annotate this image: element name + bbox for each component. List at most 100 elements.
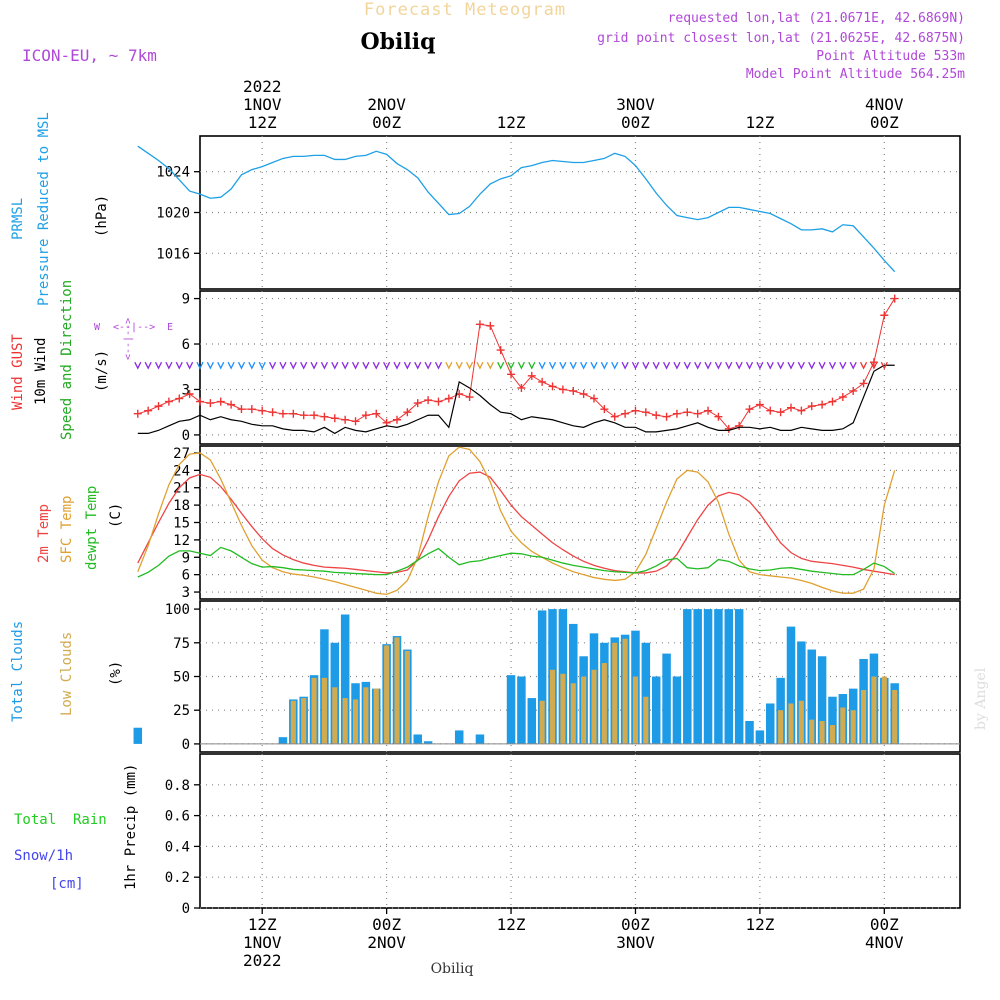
top-time-label: 00Z (621, 113, 650, 132)
y-tick-label: 25 (173, 703, 190, 719)
wind-direction-arrow (569, 361, 577, 370)
top-time-label: 4NOV (865, 95, 904, 114)
gust-marker (247, 405, 256, 414)
total-cloud-bar (693, 609, 702, 744)
wind-direction-arrow (704, 361, 712, 370)
wind-direction-arrow (134, 361, 142, 370)
temp2m-line (137, 471, 895, 576)
wind-direction-arrow (196, 361, 204, 370)
credit-watermark: by Angel (973, 667, 989, 730)
wind-direction-arrow (870, 361, 878, 370)
wind-direction-arrow (217, 361, 225, 370)
gust-marker (330, 414, 339, 423)
gust-marker (206, 399, 215, 408)
total-cloud-bar (537, 610, 547, 744)
wind-direction-arrow (611, 361, 619, 370)
y-tick-label: 9 (182, 550, 190, 566)
wind-direction-arrow (300, 361, 308, 370)
wind-direction-arrow (351, 361, 360, 370)
y-tick-label: 50 (173, 670, 190, 686)
wind-direction-arrow (548, 361, 557, 370)
low-cloud-bar (384, 645, 390, 744)
compass-horizontal: <--|--> (113, 322, 155, 333)
precip-axis-label: 1hr Precip (mm) (123, 764, 139, 890)
y-tick-label: 0.8 (165, 778, 190, 794)
total-cloud-bar (517, 676, 526, 744)
temp-labels: 2m Temp SFC Temp dewpt Temp (C) (36, 486, 124, 570)
wind-direction-arrow (766, 361, 774, 370)
prmsl-unit: (hPa) (94, 195, 110, 237)
gust-marker (144, 406, 153, 415)
y-tick-label: 1016 (156, 246, 190, 262)
gust-marker (828, 397, 837, 406)
gust-marker (610, 412, 619, 421)
gust-marker (704, 406, 713, 415)
wind-direction-arrow (818, 361, 826, 370)
total-cloud-bar (817, 656, 827, 744)
y-tick-label: 3 (182, 585, 190, 601)
top-time-label: 3NOV (616, 95, 655, 114)
wind-direction-arrow (424, 361, 432, 370)
gust-marker (735, 421, 744, 430)
low-cloud-bar (829, 725, 836, 744)
wind-direction-arrow (787, 361, 795, 370)
gust-marker (859, 379, 868, 388)
gust-marker (465, 393, 474, 402)
gust-marker (175, 394, 184, 403)
gust-marker (196, 397, 204, 406)
gust-marker (185, 390, 194, 399)
wind-direction-arrow (797, 361, 805, 370)
gust-marker (527, 371, 536, 380)
low-cloud-bar (332, 687, 338, 744)
gust-marker (341, 415, 350, 424)
gust-marker (299, 411, 308, 420)
top-time-label: 00Z (870, 113, 899, 132)
pressure-labels: PRMSL Pressure Reduced to MSL (hPa) (10, 112, 110, 306)
bottom-time-label: 00Z (372, 915, 401, 934)
bottom-time-label: 1NOV (243, 933, 282, 952)
gust-marker (392, 415, 401, 424)
wind10-label: 10m Wind (33, 338, 49, 405)
gust-marker (755, 400, 764, 409)
gust-marker (569, 386, 578, 395)
gust-marker (600, 405, 609, 414)
wind-direction-arrow (808, 361, 816, 370)
y-tick-label: 0 (182, 901, 190, 917)
wind-direction-arrow (590, 361, 598, 370)
low-cloud-bar (892, 689, 898, 744)
y-tick-label: 0.4 (165, 839, 190, 855)
prmsl-label: PRMSL (10, 198, 26, 240)
top-time-label: 1NOV (243, 95, 282, 114)
wind-direction-arrow (652, 361, 660, 370)
low-cloud-bar (301, 698, 307, 744)
total-cloud-bar (423, 741, 433, 744)
total-cloud-bar (745, 720, 754, 744)
total-cloud-bar (506, 675, 516, 744)
precip-labels: Total Rain Snow/1h [cm] 1hr Precip (mm) (14, 764, 139, 892)
wind-direction-arrow (725, 361, 733, 370)
bottom-time-label: 00Z (870, 915, 899, 934)
gust-marker (548, 382, 557, 391)
wind-direction-arrow (880, 361, 888, 370)
gust-marker (714, 412, 723, 421)
model-label: ICON-EU, ~ 7km (22, 46, 157, 65)
bottom-time-label: 00Z (621, 915, 650, 934)
total-cloud-bar (734, 609, 744, 744)
wind-direction-arrow (497, 361, 505, 370)
dewpt-label: dewpt Temp (84, 486, 100, 570)
temp-unit: (C) (108, 503, 124, 528)
low-cloud-bar (321, 677, 327, 744)
bottom-time-label: 3NOV (616, 933, 655, 952)
gust-marker (351, 417, 360, 426)
low-cloud-bar (850, 710, 856, 744)
wind-direction-arrow (538, 361, 546, 370)
wind-direction-arrow (320, 361, 329, 370)
low-cloud-bar (840, 707, 846, 744)
gust-marker (258, 406, 267, 415)
gust-marker (164, 397, 173, 406)
gust-label: Wind GUST (10, 334, 26, 410)
total-cloud-bar (133, 727, 143, 744)
wind-direction-arrow (258, 361, 266, 370)
wind-direction-arrow (683, 361, 691, 370)
gust-marker (579, 390, 588, 399)
